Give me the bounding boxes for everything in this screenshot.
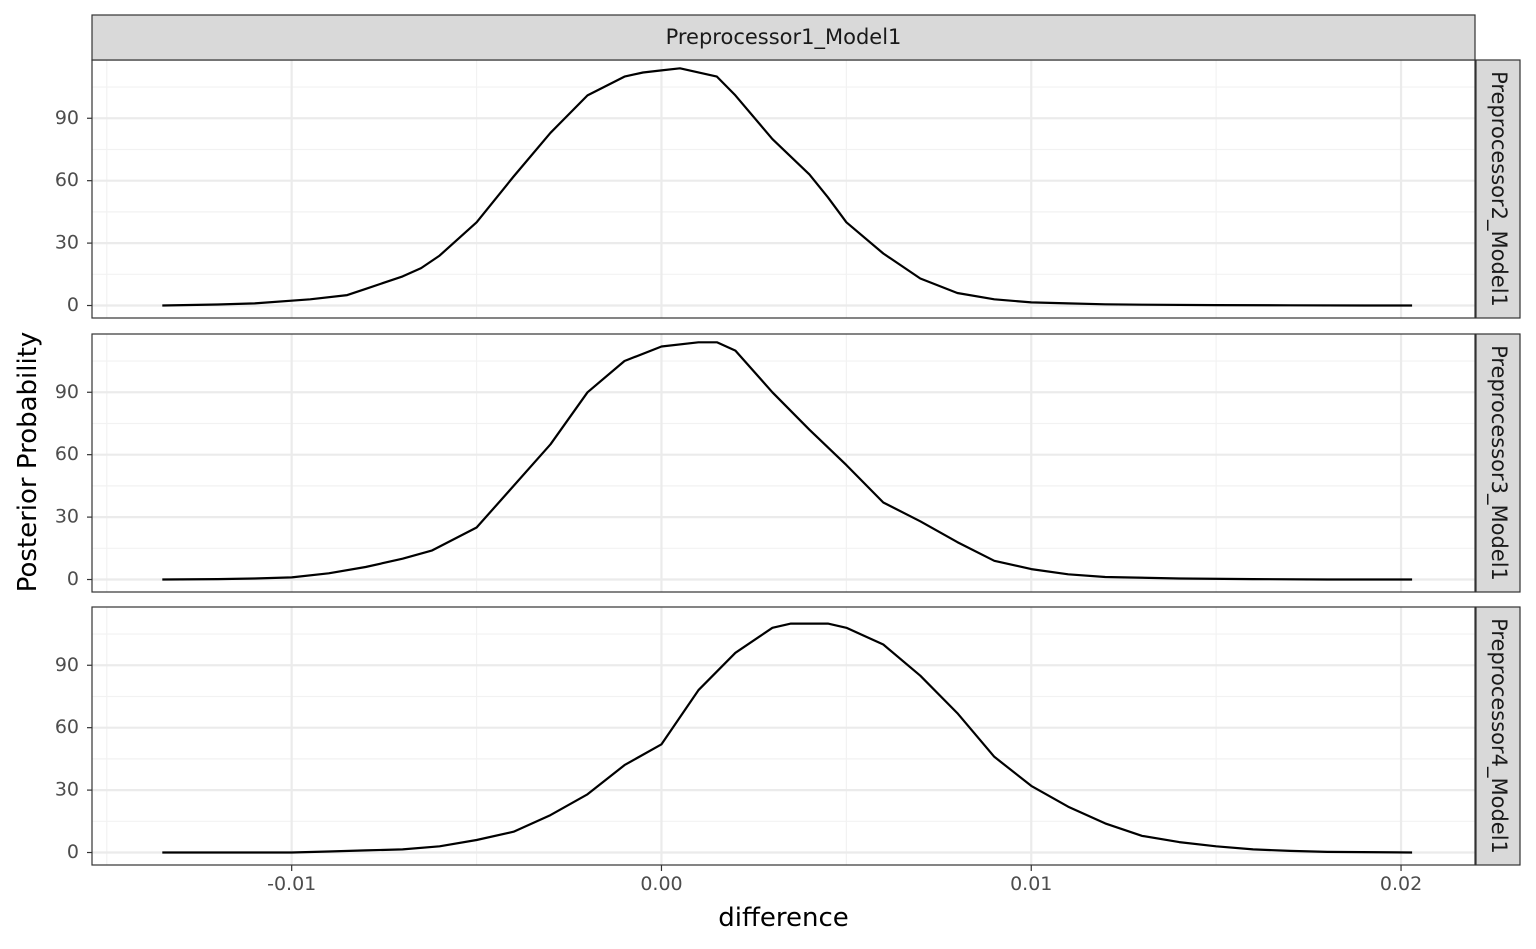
row-strip: [1475, 59, 1521, 319]
column-strip-box: [91, 14, 1476, 61]
column-strip: Preprocessor1_Model1: [91, 14, 1476, 61]
x-axis-title: difference: [718, 903, 849, 933]
panel-border: [91, 333, 1476, 593]
row-strip: [1475, 333, 1521, 593]
panel-background: [92, 60, 1475, 318]
density-line: [162, 67, 1413, 307]
row-strip-label: Preprocessor4_Model1: [1486, 618, 1511, 854]
panel-background: [92, 334, 1475, 592]
row-strip: [1475, 606, 1521, 866]
y-tick-label: 60: [55, 716, 79, 738]
y-tick-label: 90: [55, 654, 79, 676]
x-tick-label: 0.02: [1380, 873, 1422, 895]
x-tick-label: -0.01: [267, 873, 316, 895]
facet-panel: 0 30 60 90 Preprocessor4_Model1: [55, 606, 1521, 866]
panel-border: [91, 606, 1476, 866]
facet-panel: 0 30 60 90 Preprocessor2_Model1: [55, 59, 1521, 319]
facet-panel: 0 30 60 90 Preprocessor3_Model1: [55, 333, 1521, 593]
y-tick-label: 60: [55, 169, 79, 191]
facet-panels: 0 30 60 90 Preprocessor2_Model1 0 30 60 90 Prepro…: [55, 59, 1521, 866]
density-line: [162, 341, 1413, 581]
y-tick-label: 0: [67, 841, 79, 863]
y-tick-label: 90: [55, 107, 79, 129]
row-strip-label: Preprocessor2_Model1: [1486, 71, 1511, 307]
y-tick-label: 30: [55, 779, 79, 801]
y-tick-label: 30: [55, 232, 79, 254]
x-axis: -0.01 0.00 0.01 0.02: [267, 865, 1422, 895]
y-tick-label: 0: [67, 294, 79, 316]
panel-background: [92, 607, 1475, 865]
y-tick-label: 90: [55, 381, 79, 403]
x-tick-label: 0.00: [640, 873, 682, 895]
y-tick-label: 0: [67, 568, 79, 590]
y-tick-label: 60: [55, 443, 79, 465]
y-tick-label: 30: [55, 506, 79, 528]
y-axis-title: Posterior Probability: [13, 332, 43, 593]
column-strip-label: Preprocessor1_Model1: [666, 25, 902, 50]
x-tick-label: 0.01: [1010, 873, 1052, 895]
density-line: [162, 622, 1413, 854]
row-strip-label: Preprocessor3_Model1: [1486, 345, 1511, 581]
